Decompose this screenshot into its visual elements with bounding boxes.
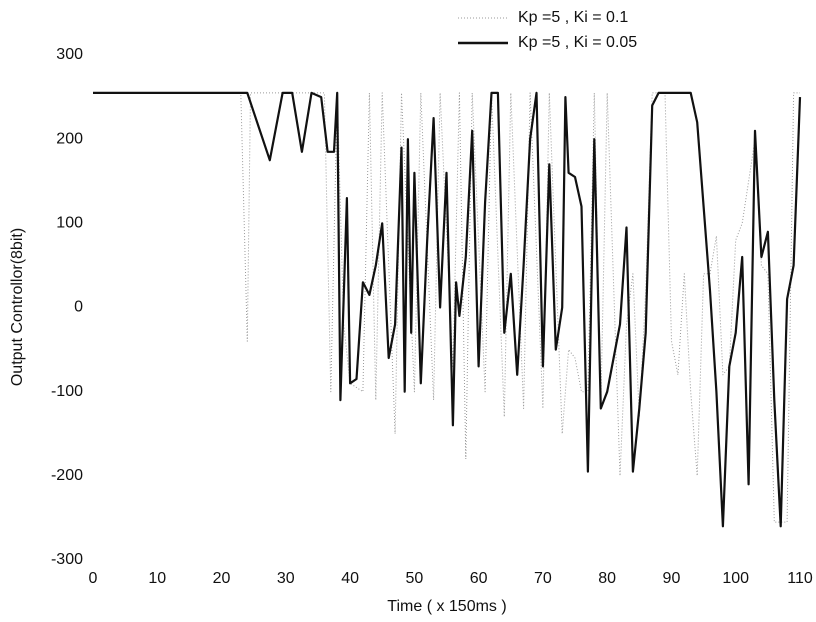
- y-axis-label: Output Controllor(8bit): [9, 228, 26, 386]
- y-tick-label: -300: [51, 551, 83, 568]
- y-tick-label: 200: [56, 130, 83, 147]
- y-tick-label: 100: [56, 215, 83, 232]
- series-line: [93, 92, 800, 523]
- series-line: [93, 91, 802, 528]
- x-tick-label: 10: [148, 570, 166, 587]
- x-axis-label: Time ( x 150ms ): [387, 598, 506, 615]
- y-tick-label: 300: [56, 46, 83, 63]
- y-tick-label: -100: [51, 383, 83, 400]
- x-tick-label: 30: [277, 570, 295, 587]
- x-tick-label: 80: [598, 570, 616, 587]
- x-tick-label: 0: [89, 570, 98, 587]
- x-tick-label: 50: [405, 570, 423, 587]
- x-tick-label: 70: [534, 570, 552, 587]
- x-tick-label: 20: [213, 570, 231, 587]
- y-tick-label: -200: [51, 467, 83, 484]
- y-tick-label: 0: [74, 299, 83, 316]
- x-tick-label: 100: [722, 570, 749, 587]
- x-tick-label: 40: [341, 570, 359, 587]
- legend-label: Kp =5 , Ki = 0.05: [518, 34, 637, 51]
- x-tick-label: 60: [470, 570, 488, 587]
- legend-label: Kp =5 , Ki = 0.1: [518, 9, 628, 26]
- x-tick-label: 90: [663, 570, 681, 587]
- x-tick-label: 110: [787, 570, 813, 587]
